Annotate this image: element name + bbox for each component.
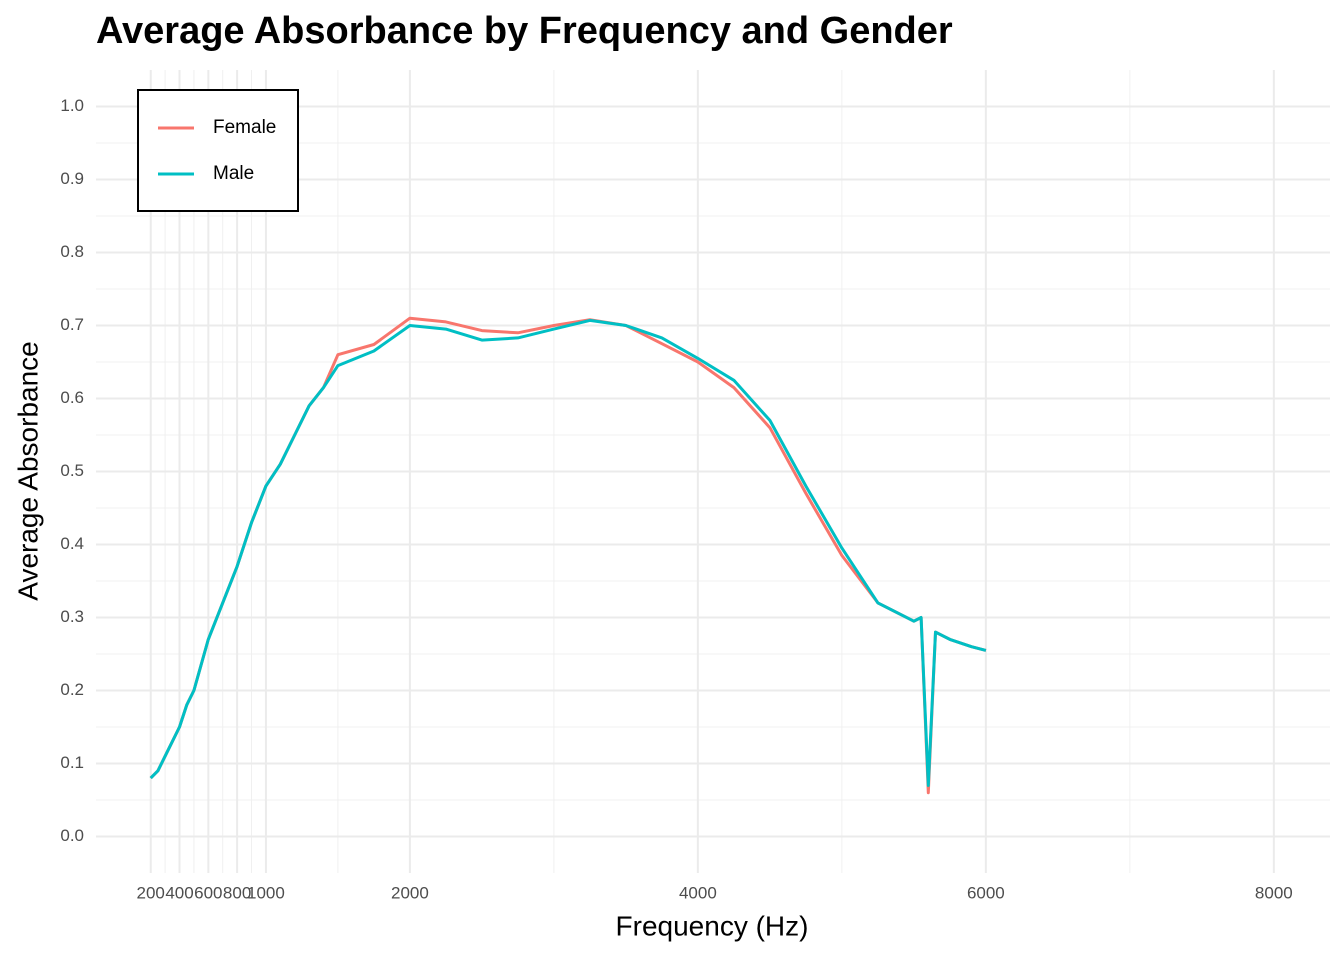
y-tick-label: 0.5: [60, 461, 84, 480]
series-line: [149, 316, 987, 795]
x-tick-label: 1000: [247, 883, 285, 902]
lines: [149, 316, 987, 795]
y-tick-label: 0.3: [60, 607, 84, 626]
y-tick-label: 0.7: [60, 315, 84, 334]
x-axis-label: Frequency (Hz): [616, 910, 809, 941]
legend-label: Female: [213, 117, 276, 138]
x-tick-label: 800: [223, 883, 251, 902]
legend: Female Male: [137, 89, 299, 212]
y-tick-label: 0.1: [60, 753, 84, 772]
legend-box: [137, 89, 299, 212]
series-line: [149, 318, 987, 787]
x-tick-label: 200: [137, 883, 165, 902]
y-tick-label: 0.2: [60, 680, 84, 699]
y-axis-label: Average Absorbance: [12, 341, 43, 600]
x-tick-label: 400: [165, 883, 193, 902]
x-tick-label: 2000: [391, 883, 429, 902]
y-tick-label: 1.0: [60, 96, 84, 115]
y-tick-label: 0.0: [60, 826, 84, 845]
x-tick-label: 4000: [679, 883, 717, 902]
chart-title: Average Absorbance by Frequency and Gend…: [96, 10, 953, 52]
legend-label: Male: [213, 163, 254, 184]
y-tick-label: 0.9: [60, 169, 84, 188]
x-tick-label: 6000: [967, 883, 1005, 902]
x-tick-label: 8000: [1255, 883, 1293, 902]
x-tick-label: 600: [194, 883, 222, 902]
y-tick-label: 0.8: [60, 242, 84, 261]
y-tick-label: 0.4: [60, 534, 84, 553]
y-tick-label: 0.6: [60, 388, 84, 407]
